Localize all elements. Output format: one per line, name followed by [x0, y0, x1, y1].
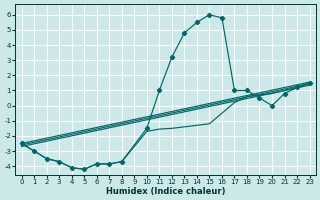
X-axis label: Humidex (Indice chaleur): Humidex (Indice chaleur) — [106, 187, 225, 196]
